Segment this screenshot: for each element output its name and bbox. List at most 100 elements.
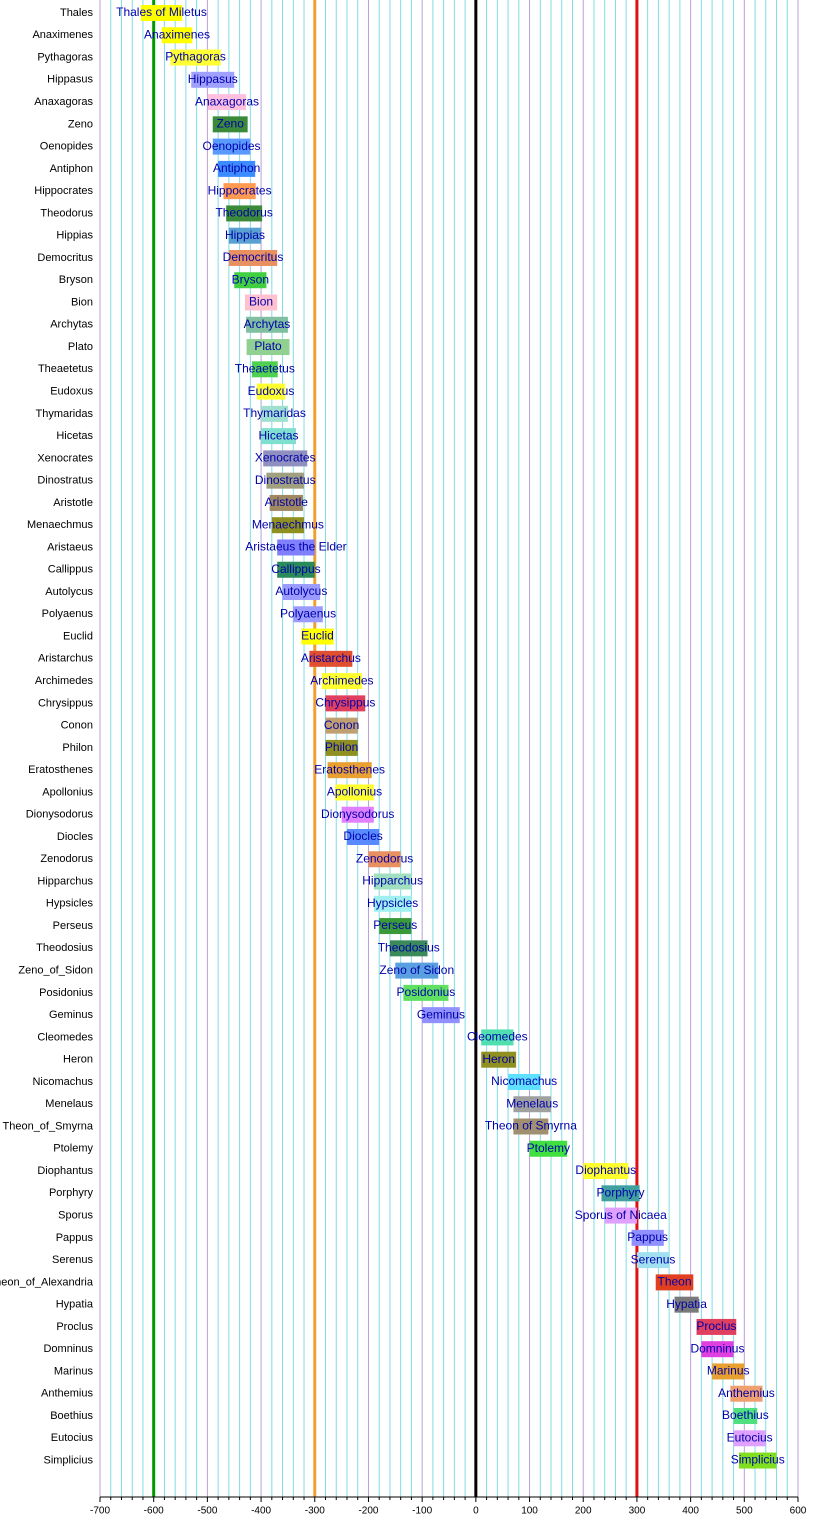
bar-label: Callippus: [271, 562, 320, 576]
category-label: Dinostratus: [37, 475, 93, 487]
x-tick-label: -500: [197, 1506, 217, 1517]
bar: [246, 316, 288, 333]
category-label: Aristaeus: [47, 541, 93, 553]
bar-label: Anaximenes: [144, 27, 210, 41]
category-label: Philon: [62, 742, 93, 754]
bar: [395, 962, 439, 979]
bar: [373, 895, 412, 912]
bar: [309, 650, 353, 667]
bar: [379, 918, 412, 935]
bar: [508, 1073, 541, 1090]
bar-label: Eudoxus: [248, 384, 295, 398]
category-label: Boethius: [50, 1410, 93, 1422]
category-label: Eratosthenes: [28, 764, 93, 776]
bar: [733, 1408, 758, 1425]
bar-label: Theon: [657, 1275, 691, 1289]
bar-label: Aristotle: [265, 495, 309, 509]
bar-label: Thymaridas: [243, 406, 306, 420]
category-label: Eudoxus: [50, 385, 93, 397]
category-label: Conon: [61, 720, 93, 732]
category-label: Eutocius: [51, 1432, 94, 1444]
bar: [733, 1430, 766, 1447]
bar-label: Antiphon: [213, 161, 260, 175]
bar-label: Hippocrates: [208, 183, 272, 197]
category-label: Theaetetus: [38, 363, 94, 375]
category-label: Posidonius: [39, 987, 93, 999]
category-label: Dionysodorus: [26, 809, 94, 821]
bar-label: Anaxagoras: [195, 94, 259, 108]
bar-label: Hipparchus: [362, 874, 423, 888]
bar-label: Chrysippus: [315, 696, 375, 710]
category-label: Thales: [60, 7, 94, 19]
bar: [251, 361, 278, 378]
category-label: Hippocrates: [34, 185, 93, 197]
bar: [341, 806, 374, 823]
category-label: Proclus: [56, 1321, 93, 1333]
bar-label: Cleomedes: [467, 1030, 528, 1044]
category-label: Anaximenes: [32, 29, 93, 41]
x-tick-label: 600: [790, 1506, 807, 1517]
bar-label: Dinostratus: [255, 473, 316, 487]
bar: [140, 5, 183, 21]
bar-label: Eratosthenes: [314, 762, 385, 776]
bar-label: Philon: [325, 740, 358, 754]
bar: [218, 160, 256, 177]
category-label: Theon_of_Alexandria: [0, 1276, 94, 1288]
bar-label: Menaechmus: [252, 517, 324, 531]
category-label: Diocles: [57, 831, 94, 843]
x-tick-label: -600: [144, 1506, 164, 1517]
x-tick-label: 400: [682, 1506, 699, 1517]
bar-label: Plato: [254, 339, 282, 353]
category-label: Simplicius: [43, 1454, 93, 1466]
bar: [655, 1274, 694, 1291]
bar: [228, 249, 278, 266]
bar: [601, 1185, 640, 1202]
bar: [271, 517, 305, 534]
category-label: Anaxagoras: [34, 96, 93, 108]
bar: [256, 383, 286, 400]
bar-label: Porphyry: [597, 1185, 645, 1199]
category-label: Serenus: [52, 1254, 93, 1266]
bar: [327, 762, 372, 779]
bar: [325, 717, 358, 734]
bar-label: Bryson: [232, 272, 269, 286]
bar: [368, 851, 401, 868]
bar-label: Diocles: [343, 829, 382, 843]
bar-label: Democritus: [223, 250, 284, 264]
bar-label: Hippasus: [188, 72, 238, 86]
category-label: Callippus: [48, 564, 94, 576]
bar: [712, 1363, 745, 1380]
bar: [674, 1296, 699, 1313]
category-label: Hippias: [56, 230, 93, 242]
category-label: Chrysippus: [38, 697, 94, 709]
x-tick-label: -200: [358, 1506, 378, 1517]
category-label: Diophantus: [37, 1165, 93, 1177]
bar: [738, 1452, 777, 1469]
bar: [335, 784, 374, 801]
category-label: Polyaenus: [42, 608, 94, 620]
bar: [346, 828, 380, 845]
category-label: Oenopides: [40, 141, 94, 153]
x-tick-label: -700: [90, 1506, 110, 1517]
bar-label: Pythagoras: [165, 50, 226, 64]
bar: [277, 561, 315, 578]
bar-label: Posidonius: [397, 985, 456, 999]
bar-label: Anthemius: [718, 1386, 775, 1400]
bar-label: Euclid: [301, 629, 334, 643]
bar-label: Thales of Miletus: [116, 5, 207, 19]
bar: [244, 294, 278, 311]
bar-label: Archytas: [244, 317, 291, 331]
category-label: Xenocrates: [37, 452, 93, 464]
bar: [170, 49, 221, 66]
bar-label: Proclus: [696, 1319, 736, 1333]
category-label: Plato: [68, 341, 93, 353]
category-label: Hypsicles: [46, 898, 94, 910]
category-label: Antiphon: [50, 163, 93, 175]
bar: [701, 1341, 734, 1358]
category-label: Democritus: [37, 252, 93, 264]
bar: [282, 584, 321, 601]
category-label: Sporus: [58, 1209, 93, 1221]
bar-label: Marinus: [707, 1364, 750, 1378]
